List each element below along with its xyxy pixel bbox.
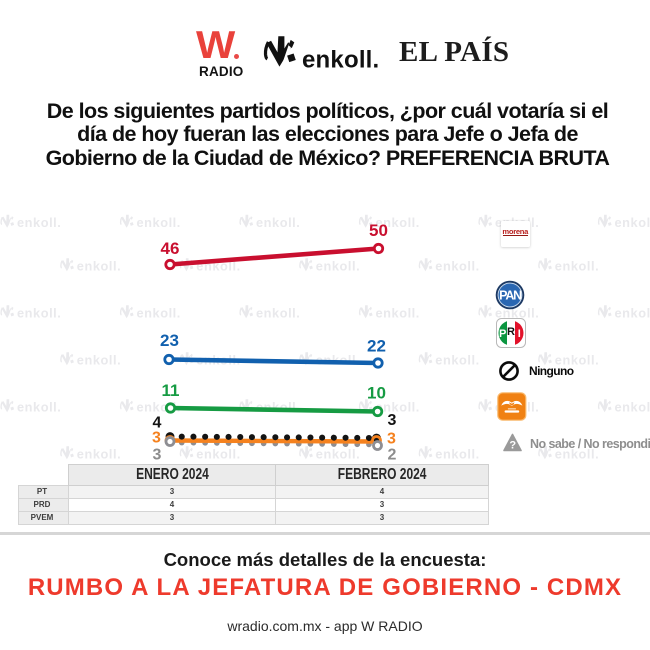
svg-text:10: 10 (367, 384, 386, 403)
svg-text:50: 50 (369, 221, 388, 240)
svg-text:3: 3 (388, 412, 397, 429)
svg-text:2: 2 (388, 447, 397, 464)
svg-text:P: P (499, 328, 506, 340)
svg-text:I: I (518, 328, 521, 340)
svg-text:4: 4 (153, 415, 162, 432)
svg-text:46: 46 (161, 239, 180, 258)
svg-text:11: 11 (162, 381, 180, 400)
svg-text:3: 3 (153, 447, 162, 464)
svg-text:22: 22 (367, 337, 386, 356)
svg-text:3: 3 (387, 431, 396, 448)
svg-text:PAN: PAN (499, 287, 522, 302)
svg-text:R: R (507, 326, 515, 338)
svg-text:3: 3 (152, 430, 161, 447)
svg-text:?: ? (509, 440, 516, 452)
svg-text:23: 23 (160, 331, 179, 350)
